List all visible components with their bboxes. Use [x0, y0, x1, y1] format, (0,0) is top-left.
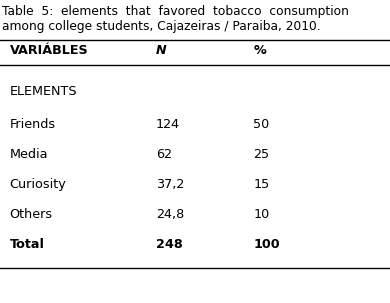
Text: among college students, Cajazeiras / Paraiba, 2010.: among college students, Cajazeiras / Par… [2, 20, 321, 33]
Text: %: % [254, 44, 266, 57]
Text: Total: Total [10, 238, 45, 251]
Text: 62: 62 [156, 148, 172, 161]
Text: 124: 124 [156, 118, 180, 131]
Text: Friends: Friends [10, 118, 56, 131]
Text: VARIÁBLES: VARIÁBLES [10, 44, 89, 57]
Text: 37,2: 37,2 [156, 178, 184, 191]
Text: N: N [156, 44, 167, 57]
Text: 15: 15 [254, 178, 270, 191]
Text: 10: 10 [254, 208, 270, 221]
Text: 25: 25 [254, 148, 269, 161]
Text: 24,8: 24,8 [156, 208, 184, 221]
Text: Table  5:  elements  that  favored  tobacco  consumption: Table 5: elements that favored tobacco c… [2, 5, 349, 18]
Text: 248: 248 [156, 238, 183, 251]
Text: 100: 100 [254, 238, 280, 251]
Text: Others: Others [10, 208, 53, 221]
Text: ELEMENTS: ELEMENTS [10, 85, 77, 98]
Text: Curiosity: Curiosity [10, 178, 67, 191]
Text: Media: Media [10, 148, 48, 161]
Text: 50: 50 [254, 118, 270, 131]
